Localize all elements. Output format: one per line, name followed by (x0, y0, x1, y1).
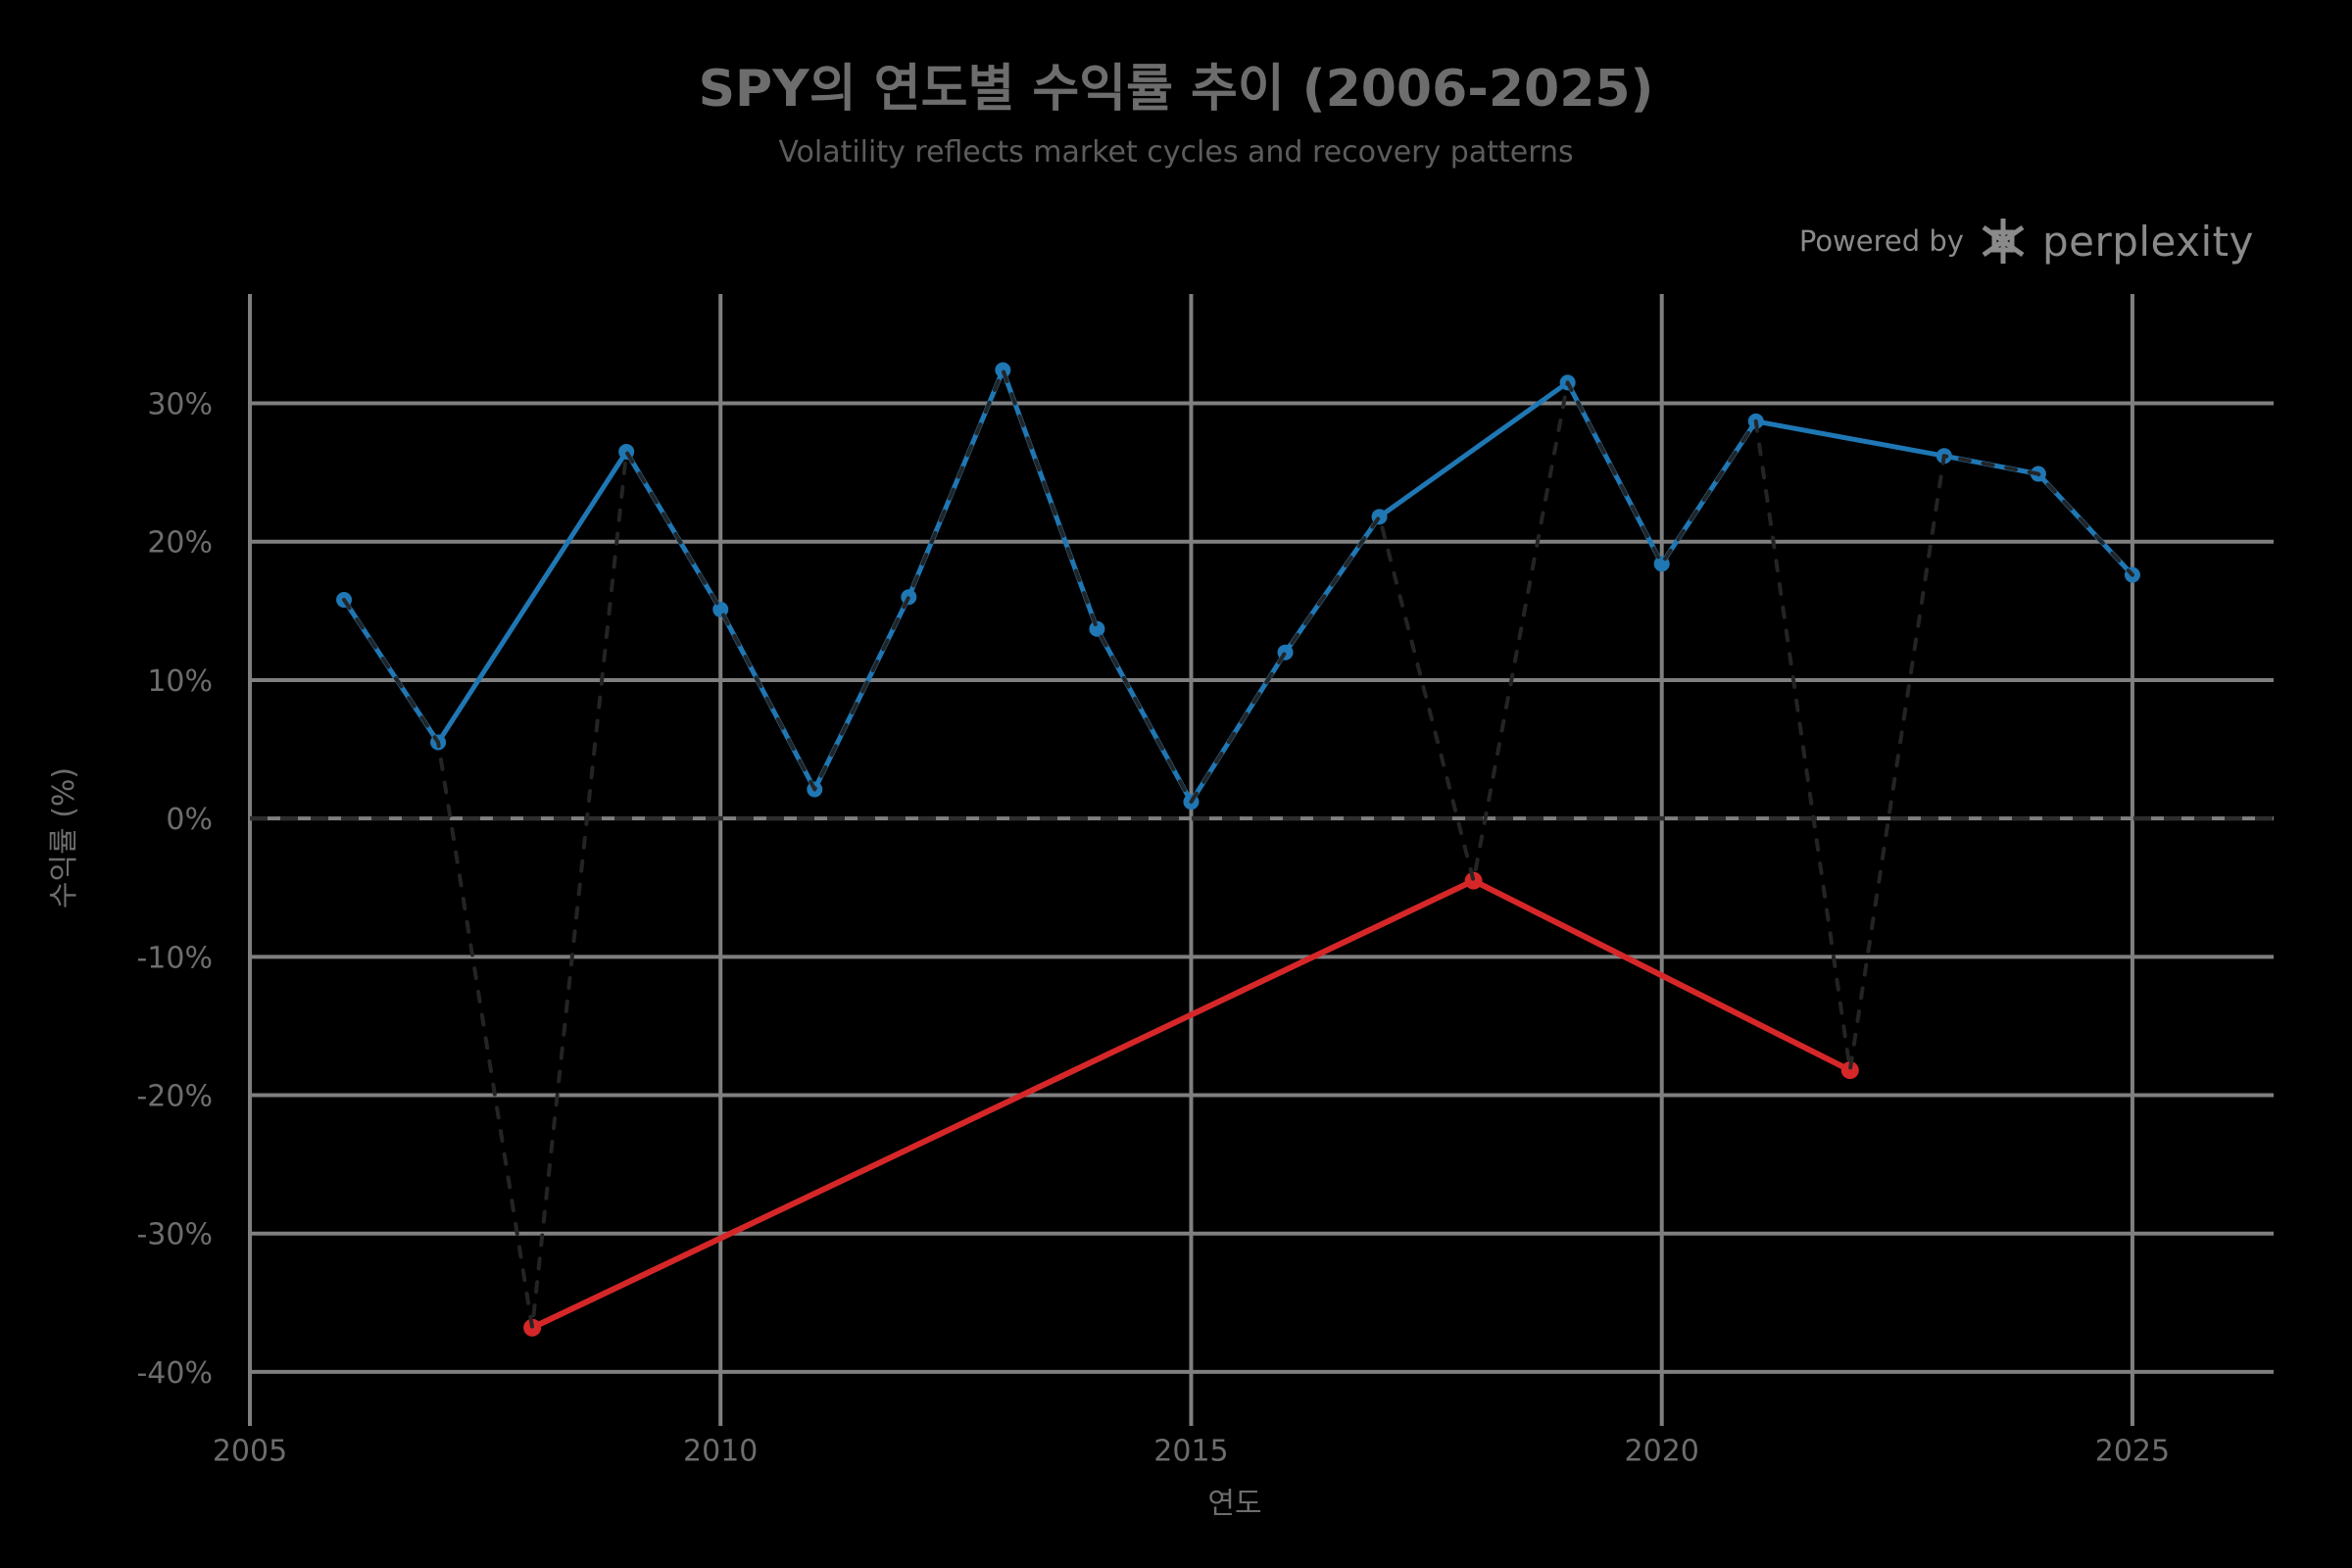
x-axis-label: 연도 (1207, 1487, 1262, 1521)
y-tick-label--10%: -10% (136, 941, 213, 975)
y-tick-label-10%: 10% (147, 664, 213, 699)
x-tick-label-2005: 2005 (213, 1435, 287, 1469)
x-tick-label-2010: 2010 (683, 1435, 758, 1469)
x-tick-label-2025: 2025 (2095, 1435, 2170, 1469)
chart-title: SPY의 연도별 수익률 추이 (2006-2025) (698, 60, 1654, 119)
marker-annual_return_positive_years-2014 (1089, 620, 1105, 637)
x-tick-label-2015: 2015 (1153, 1435, 1228, 1469)
y-tick-label--20%: -20% (136, 1080, 213, 1114)
attribution: Powered by perplexity (1799, 216, 2254, 267)
y-tick-label--40%: -40% (136, 1356, 213, 1391)
y-tick-label-20%: 20% (147, 526, 213, 561)
marker-annual_return_positive_years-2013 (995, 362, 1011, 378)
marker-annual_return_negative_years-2022 (1840, 1061, 1859, 1080)
x-tick-label-2020: 2020 (1625, 1435, 1699, 1469)
powered-by-label: Powered by (1798, 224, 1964, 258)
marker-annual_return_negative_years-2018 (1464, 871, 1483, 890)
series-all_years_connector-line (342, 368, 2134, 1330)
brand-name: perplexity (2041, 217, 2254, 266)
y-tick-label--30%: -30% (136, 1218, 213, 1252)
y-tick-label-0%: 0% (166, 803, 213, 837)
chart-subtitle: Volatility reflects market cycles and re… (778, 135, 1574, 170)
y-tick-label-30%: 30% (147, 388, 213, 422)
perplexity-logo-icon (1978, 216, 2029, 267)
